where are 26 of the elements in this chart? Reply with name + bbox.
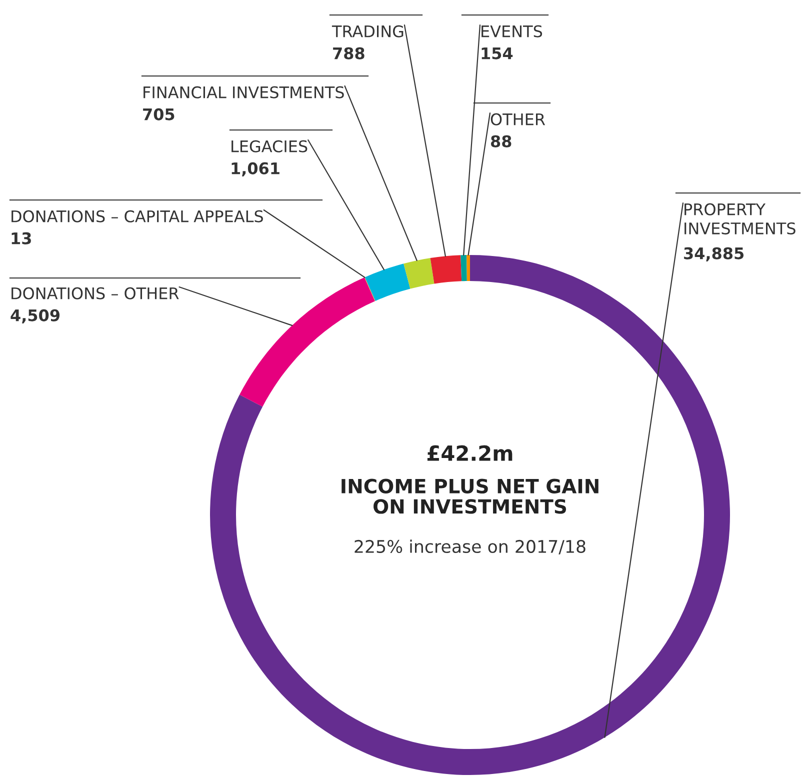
slice-label: TRADING <box>332 25 404 38</box>
slice-label: DONATIONS – CAPITAL APPEALS <box>12 210 263 222</box>
slice-label: DONATIONS – OTHER <box>12 287 179 300</box>
donut-slice <box>430 255 462 284</box>
text: INCOME PLUS NET GAIN ON INVESTMENTS <box>342 478 598 514</box>
data-label: 4,509 <box>10 309 60 324</box>
slice-label: FINANCIAL INVESTMENTS <box>144 86 344 98</box>
data-label: 88 <box>490 135 512 148</box>
slice-label: EVENTS <box>482 25 542 38</box>
data-label: 1,061 <box>232 162 280 176</box>
data-label: 705 <box>143 108 174 120</box>
donut-slice <box>460 255 467 282</box>
slice-label: LEGACIES <box>232 140 308 152</box>
text: 225% increase on 2017/18 <box>354 540 586 554</box>
donut-slice <box>364 264 410 301</box>
data-label: 13 <box>12 232 31 244</box>
data-label: 154 <box>482 47 513 60</box>
donut-slice <box>404 258 434 289</box>
donut-slice <box>364 277 376 302</box>
slice-label: PROPERTY INVESTMENTS <box>684 203 796 234</box>
data-label: 34,885 <box>684 247 744 262</box>
slice-label: OTHER <box>490 113 546 126</box>
donut-slice <box>240 277 375 407</box>
data-label: 788 <box>333 47 364 60</box>
text: £42.2m <box>427 445 512 461</box>
donut-slice <box>466 255 470 282</box>
